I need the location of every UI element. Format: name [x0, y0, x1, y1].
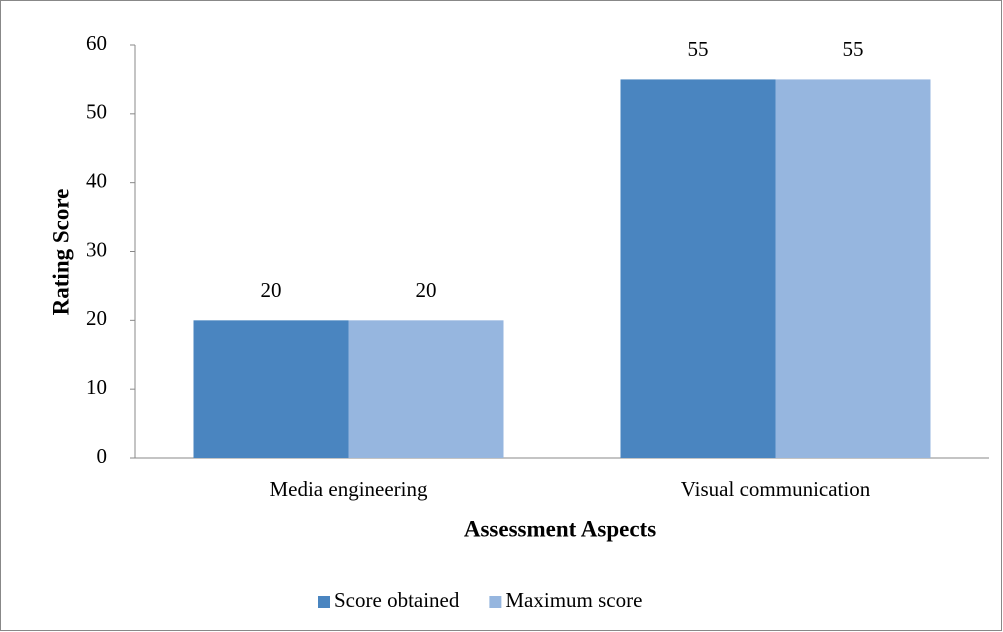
x-tick-label: Visual communication — [681, 477, 871, 501]
legend-label: Maximum score — [505, 588, 642, 612]
x-axis-title: Assessment Aspects — [464, 516, 656, 541]
bar — [193, 320, 349, 458]
legend-label: Score obtained — [334, 588, 460, 612]
bar — [620, 79, 776, 459]
legend-swatch — [318, 596, 330, 608]
legend-swatch — [489, 596, 502, 608]
y-tick-label: 0 — [97, 444, 108, 468]
y-axis-title: Rating Score — [48, 189, 73, 316]
bar — [775, 79, 931, 459]
data-label: 55 — [843, 37, 864, 61]
y-tick-label: 30 — [86, 237, 107, 261]
y-tick-label: 40 — [86, 168, 107, 192]
x-tick-label: Media engineering — [269, 477, 428, 501]
data-label: 20 — [261, 278, 282, 302]
y-tick-label: 60 — [86, 31, 107, 55]
data-label: 55 — [688, 37, 709, 61]
bar — [348, 320, 504, 458]
data-label: 20 — [416, 278, 437, 302]
y-tick-label: 10 — [86, 375, 107, 399]
y-tick-label: 20 — [86, 306, 107, 330]
y-tick-label: 50 — [86, 100, 107, 124]
